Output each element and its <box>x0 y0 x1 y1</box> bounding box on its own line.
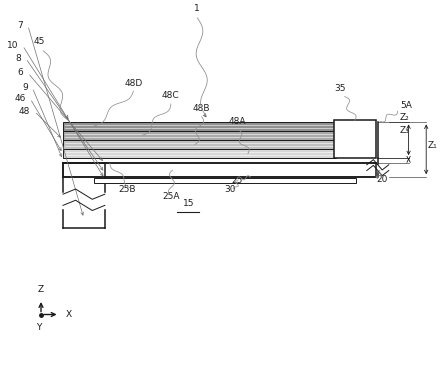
Text: 35: 35 <box>334 84 346 93</box>
Text: 48: 48 <box>19 107 30 116</box>
Text: Z₁: Z₁ <box>427 141 437 150</box>
Text: 5A: 5A <box>400 101 412 110</box>
Text: 48B: 48B <box>193 104 210 113</box>
Bar <box>63 149 336 158</box>
Text: 1: 1 <box>194 4 200 13</box>
Text: Z₃: Z₃ <box>400 126 409 135</box>
Bar <box>63 131 336 140</box>
Text: 45: 45 <box>33 37 44 45</box>
Text: 8: 8 <box>16 54 21 63</box>
Text: 48A: 48A <box>228 117 246 126</box>
Text: 48C: 48C <box>162 92 180 100</box>
Text: Z: Z <box>38 284 44 294</box>
Text: 46: 46 <box>14 94 26 103</box>
Bar <box>94 178 356 183</box>
Bar <box>63 121 336 131</box>
Text: 20: 20 <box>377 175 388 183</box>
Text: Z₂: Z₂ <box>400 113 409 123</box>
Text: X: X <box>66 310 72 319</box>
Text: 25B: 25B <box>118 185 136 194</box>
Text: 7: 7 <box>18 21 23 30</box>
Text: 30: 30 <box>225 185 236 194</box>
Text: 48D: 48D <box>124 79 143 87</box>
Text: 10: 10 <box>7 41 18 50</box>
Text: 15: 15 <box>183 200 194 208</box>
Bar <box>63 140 336 149</box>
Text: 25: 25 <box>231 176 243 184</box>
Text: 6: 6 <box>18 68 23 77</box>
Text: 25A: 25A <box>162 192 179 201</box>
Text: Y: Y <box>36 323 42 332</box>
Text: 9: 9 <box>22 83 28 92</box>
Bar <box>334 120 376 158</box>
Bar <box>63 163 376 177</box>
